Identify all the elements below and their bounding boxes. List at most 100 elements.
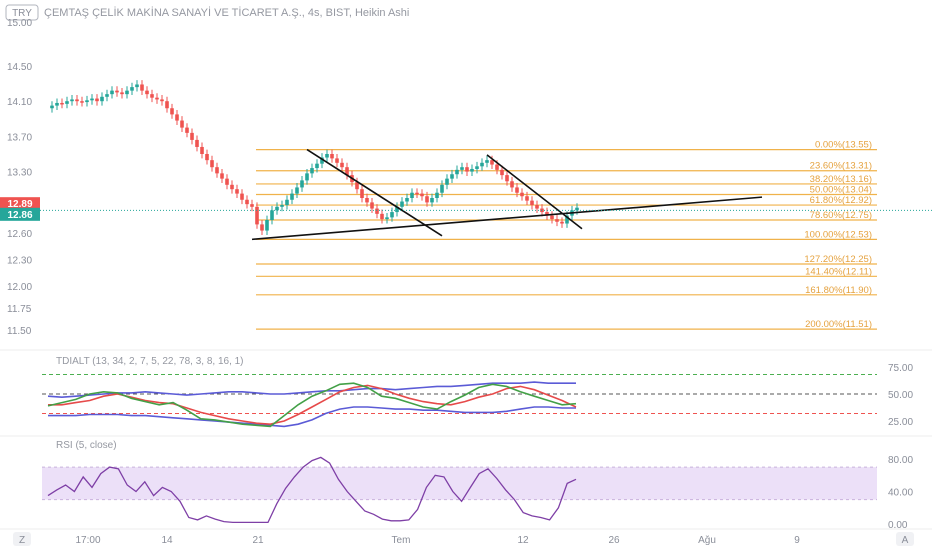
candle-body (490, 160, 494, 165)
candle-body (480, 162, 484, 167)
price-tick-label: 15.00 (7, 18, 32, 29)
time-tick-label: 17:00 (75, 535, 100, 546)
rsi-band (42, 467, 877, 500)
trend-line[interactable] (251, 196, 763, 241)
candle-body (365, 198, 369, 203)
price-badge (0, 207, 40, 221)
candle-body (195, 139, 199, 147)
candle-body (410, 192, 414, 198)
candle-body (560, 221, 564, 224)
time-tick-label: 14 (161, 535, 173, 546)
fib-level-label: 141.40%(12.11) (805, 266, 872, 277)
time-tick-label[interactable]: Z (19, 535, 25, 546)
rsi-pane: 80.00 40.00 0.00 (42, 455, 913, 531)
candle-body (315, 163, 319, 169)
price-badge-label: 12.86 (7, 210, 32, 221)
price-badge-label: 12.89 (7, 199, 32, 210)
price-tick-label: 13.70 (7, 132, 32, 143)
candle-body (555, 219, 559, 222)
rsi-tick-label: 0.00 (888, 520, 908, 531)
candle-body (60, 102, 64, 105)
candle-body (135, 84, 139, 88)
trend-line[interactable] (486, 154, 583, 230)
time-tick-label: 12 (517, 535, 529, 546)
axis-scale-button[interactable] (13, 532, 31, 546)
candle-body (535, 205, 539, 209)
candle-body (65, 101, 69, 104)
fib-level-label: 61.80%(12.92) (810, 195, 872, 206)
candle-body (440, 184, 444, 193)
candle-body (55, 102, 59, 106)
candle-body (420, 193, 424, 197)
candle-body (335, 158, 339, 163)
candle-body (320, 157, 324, 164)
candle-body (355, 182, 359, 190)
candle-body (225, 178, 229, 185)
candle-body (90, 98, 94, 101)
fib-level-label: 200.00%(11.51) (805, 319, 872, 330)
candle-body (460, 167, 464, 170)
candle-body (115, 90, 119, 93)
time-tick-label: 26 (608, 535, 620, 546)
candle-body (145, 90, 149, 95)
candle-body (200, 146, 204, 154)
tdi-pane: 75.00 50.00 25.00 (42, 363, 913, 428)
candle-body (515, 187, 519, 193)
candle-body (400, 201, 404, 207)
candle-body (500, 169, 504, 176)
price-tick-label: 13.30 (7, 168, 32, 179)
candle-body (310, 168, 314, 174)
axis-scale-button[interactable] (896, 532, 914, 546)
candle-body (110, 90, 114, 95)
price-badge (0, 197, 40, 211)
candle-body (330, 154, 334, 159)
candle-body (525, 196, 529, 201)
candle-body (80, 101, 84, 103)
candle-body (270, 210, 274, 220)
candle-body (95, 98, 99, 102)
candle-body (180, 120, 184, 128)
candle-body (75, 99, 79, 102)
candle-body (290, 193, 294, 200)
tdi-tick-label: 25.00 (888, 417, 913, 428)
fib-level-label: 0.00%(13.55) (815, 140, 872, 151)
candle-body (415, 192, 419, 195)
rsi-line (47, 456, 577, 524)
time-tick-label: Tem (392, 535, 411, 546)
candle-body (105, 94, 109, 97)
candle-body (545, 212, 549, 216)
candle-body (340, 162, 344, 168)
candle-body (185, 127, 189, 133)
tdi-series-line (48, 384, 577, 426)
candle-body (160, 99, 164, 102)
rsi-title: RSI (5, close) (56, 440, 117, 451)
candle-body (510, 181, 514, 188)
candle-body (170, 108, 174, 115)
price-tick-label: 11.75 (7, 304, 32, 315)
currency-badge[interactable] (5, 4, 39, 21)
candle-body (250, 204, 254, 207)
candle-body (465, 167, 469, 172)
candle-body (325, 154, 329, 158)
fib-level-label: 161.80%(11.90) (805, 285, 872, 296)
fib-level-label: 127.20%(12.25) (804, 254, 872, 265)
candle-body (425, 196, 429, 203)
price-tick-label: 14.50 (7, 62, 32, 73)
fib-level-label: 23.60%(13.31) (810, 161, 872, 172)
candle-body (450, 174, 454, 179)
candle-body (485, 160, 489, 163)
candle-body (520, 192, 524, 197)
price-tick-label: 14.10 (7, 97, 32, 108)
time-tick-label[interactable]: A (902, 535, 909, 546)
candle-body (445, 178, 449, 185)
candle-body (470, 168, 474, 172)
candle-body (375, 208, 379, 214)
candle-body (265, 220, 269, 231)
time-tick-label: 21 (252, 535, 264, 546)
fib-level-label: 78.60%(12.75) (810, 210, 872, 221)
trend-line[interactable] (306, 148, 443, 237)
tdi-series-line (47, 382, 577, 428)
candle-body (280, 205, 284, 207)
candle-body (550, 215, 554, 220)
